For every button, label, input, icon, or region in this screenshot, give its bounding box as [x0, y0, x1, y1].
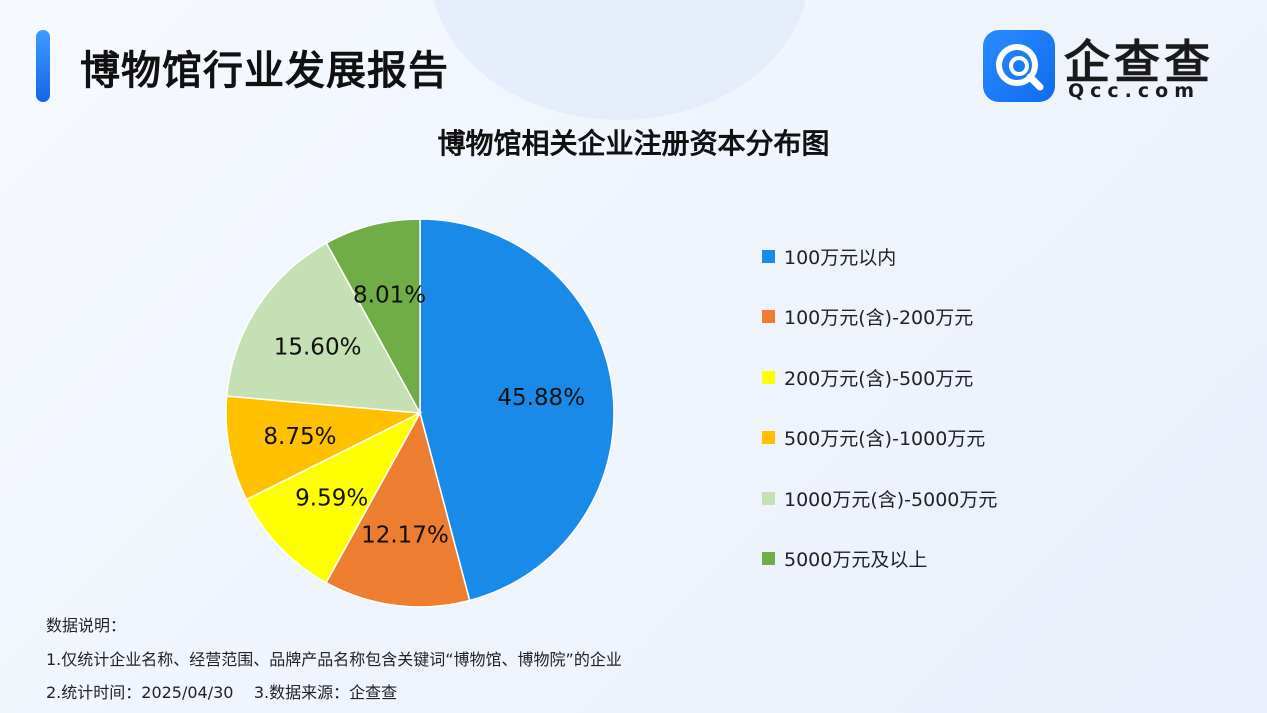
legend-label: 5000万元及以上	[784, 549, 928, 571]
pie-slice-label-2: 12.17%	[361, 522, 449, 548]
legend-swatch	[762, 249, 775, 263]
notes-line-2: 2.统计时间：2025/04/30 3.数据来源：企查查	[46, 683, 398, 702]
pie-slice-label-4: 8.75%	[263, 424, 336, 450]
legend-swatch	[762, 431, 775, 444]
legend-item-4: 500万元(含)-1000万元	[762, 425, 985, 451]
legend-item-6: 5000万元及以上	[762, 546, 927, 572]
legend-label: 200万元(含)-500万元	[784, 367, 974, 390]
chart-title: 博物馆相关企业注册资本分布图	[437, 127, 830, 160]
legend-label: 500万元(含)-1000万元	[784, 428, 986, 450]
legend-label: 1000万元(含)-5000万元	[784, 488, 998, 511]
report-title: 博物馆行业发展报告	[80, 48, 449, 94]
legend-label: 100万元(含)-200万元	[784, 307, 974, 329]
logo-domain: Qcc.com	[1068, 80, 1201, 102]
legend-label: 100万元以内	[784, 246, 897, 269]
title-accent-bar	[36, 30, 50, 102]
pie-slice-label-3: 9.59%	[295, 486, 368, 512]
pie-slice-1	[419, 218, 615, 602]
legend-item-2: 100万元(含)-200万元	[762, 304, 973, 330]
pie-slice-label-6: 8.01%	[353, 283, 426, 309]
pie-slice-2	[324, 411, 471, 608]
legend-swatch	[762, 552, 775, 565]
qcc-logo-icon	[983, 30, 1055, 102]
pie-slice-3	[245, 411, 422, 584]
pie-slice-label-5: 15.60%	[274, 334, 362, 360]
notes-heading: 数据说明：	[46, 616, 127, 635]
notes-line-1: 1.仅统计企业名称、经营范围、品牌产品名称包含关键词“博物馆、博物院”的企业	[46, 650, 622, 669]
logo-wordmark: 企查查	[1064, 35, 1214, 89]
legend-swatch	[762, 491, 775, 505]
pie-slice-6	[325, 218, 421, 414]
pie-slice-4	[225, 395, 423, 501]
legend-item-1: 100万元以内	[762, 243, 896, 269]
legend-swatch	[762, 310, 775, 323]
legend-swatch	[762, 370, 775, 384]
legend-item-5: 1000万元(含)-5000万元	[762, 485, 997, 511]
legend-item-3: 200万元(含)-500万元	[762, 364, 973, 390]
pie-slice-5	[225, 242, 422, 414]
pie-slice-label-1: 45.88%	[497, 385, 585, 411]
